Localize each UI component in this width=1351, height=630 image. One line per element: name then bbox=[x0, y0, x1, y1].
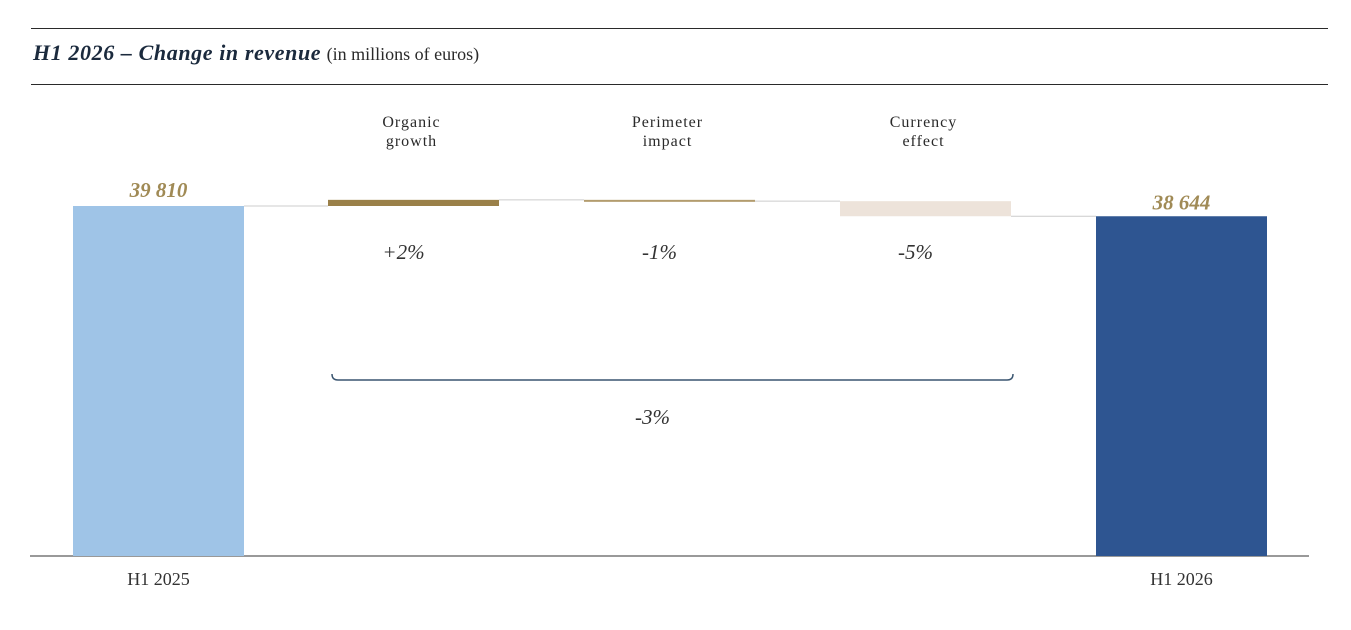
top-rule bbox=[31, 28, 1328, 29]
bar-h1-2026 bbox=[1096, 216, 1267, 556]
pct-label-step-2: -1% bbox=[642, 240, 677, 264]
pct-label-step-3: -5% bbox=[898, 240, 933, 264]
total-change-bracket bbox=[331, 373, 1014, 381]
category-label-step-3: Currency effect bbox=[890, 114, 958, 150]
chart-subtitle: (in millions of euros) bbox=[326, 44, 480, 64]
title-rule bbox=[31, 84, 1328, 85]
chart-title: H1 2026 – Change in revenue bbox=[33, 40, 322, 65]
total-change-label: -3% bbox=[635, 405, 670, 429]
chart-title-row: H1 2026 – Change in revenue (in millions… bbox=[33, 40, 479, 66]
category-label-step-2: Perimeter impact bbox=[632, 114, 703, 150]
x-label-h1-2025: H1 2025 bbox=[127, 569, 190, 589]
bar-step-2 bbox=[584, 199, 755, 202]
pct-label-step-1: +2% bbox=[382, 240, 424, 264]
bar-h1-2025 bbox=[73, 206, 244, 556]
value-label-h1-2026: 38 644 bbox=[1152, 190, 1211, 214]
category-label-step-1: Organic growth bbox=[382, 114, 440, 150]
value-label-h1-2025: 39 810 bbox=[129, 178, 188, 202]
x-label-h1-2026: H1 2026 bbox=[1150, 569, 1213, 589]
bar-step-1 bbox=[328, 199, 499, 206]
bar-step-3 bbox=[840, 201, 1011, 217]
